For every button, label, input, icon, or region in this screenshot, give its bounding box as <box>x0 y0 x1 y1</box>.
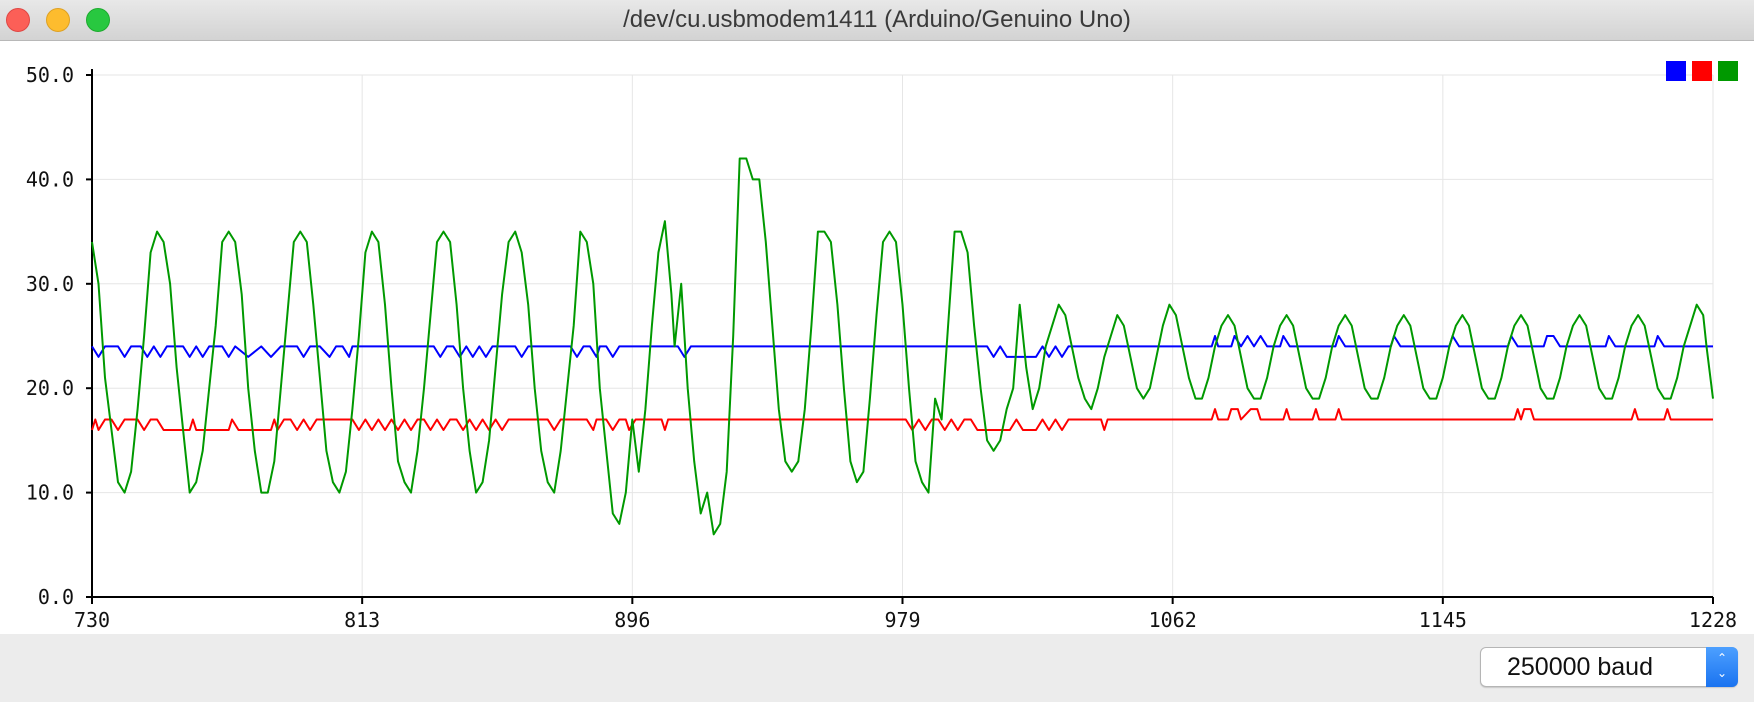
series-line-3 <box>91 157 1714 536</box>
y-tick-label: 0.0 <box>38 585 74 609</box>
serial-plot-chart: 0.0 10.0 20.0 30.0 40.0 50.0 730 813 896 979 1062 1… <box>26 61 1738 632</box>
y-tick-label: 20.0 <box>26 376 74 400</box>
x-tick-label: 730 <box>74 608 110 632</box>
minimize-window-button[interactable] <box>46 8 70 32</box>
y-tick-label: 40.0 <box>26 167 74 191</box>
y-tick-label: 30.0 <box>26 272 74 296</box>
x-tick-label: 1228 <box>1689 608 1737 632</box>
title-bar[interactable]: /dev/cu.usbmodem1411 (Arduino/Genuino Un… <box>0 0 1754 41</box>
series-line-2 <box>91 408 1713 431</box>
series-line-1 <box>91 335 1713 358</box>
x-tick-label: 896 <box>614 608 650 632</box>
bottom-bar: 250000 baud ⌃ ⌄ <box>0 634 1754 702</box>
legend-swatch-2 <box>1692 61 1712 81</box>
chevron-updown-icon[interactable]: ⌃ ⌄ <box>1706 647 1738 687</box>
x-tick-label: 1145 <box>1419 608 1467 632</box>
x-tick-label: 1062 <box>1149 608 1197 632</box>
x-tick-label: 979 <box>884 608 920 632</box>
plot-area: 0.0 10.0 20.0 30.0 40.0 50.0 730 813 896 979 1062 1… <box>0 41 1754 634</box>
zoom-window-button[interactable] <box>86 8 110 32</box>
x-tick-label: 813 <box>344 608 380 632</box>
y-tick-label: 50.0 <box>26 63 74 87</box>
baud-rate-value: 250000 baud <box>1507 653 1653 681</box>
window-title: /dev/cu.usbmodem1411 (Arduino/Genuino Un… <box>623 6 1131 33</box>
y-tick-label: 10.0 <box>26 481 74 505</box>
baud-rate-select[interactable]: 250000 baud ⌃ ⌄ <box>1480 647 1738 687</box>
legend-swatch-3 <box>1718 61 1738 81</box>
legend-swatch-1 <box>1666 61 1686 81</box>
close-window-button[interactable] <box>6 8 30 32</box>
